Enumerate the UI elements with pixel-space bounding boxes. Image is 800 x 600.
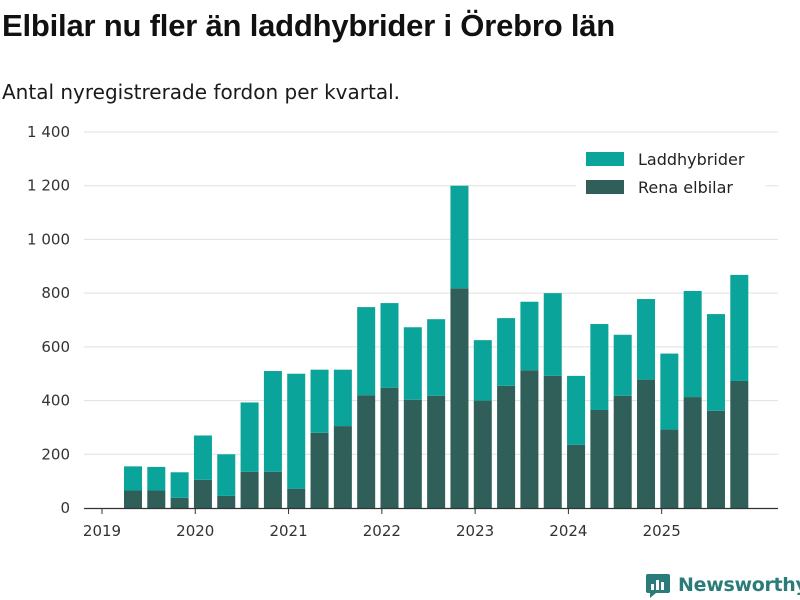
- chart-subtitle: Antal nyregistrerade fordon per kvartal.: [2, 80, 401, 104]
- bar-laddhybrider: [450, 185, 469, 289]
- bar-laddhybrider: [357, 307, 376, 396]
- bar-elbilar: [357, 395, 376, 508]
- bar-elbilar: [567, 444, 586, 508]
- bar-laddhybrider: [310, 369, 329, 433]
- bar-elbilar: [403, 399, 422, 508]
- bar-elbilar: [217, 495, 236, 508]
- bar-laddhybrider: [543, 293, 562, 376]
- x-tick-label: 2023: [456, 522, 494, 540]
- bar-laddhybrider: [427, 319, 446, 396]
- bar-elbilar: [590, 409, 609, 508]
- x-tick-label: 2019: [83, 522, 121, 540]
- y-tick-label: 1 000: [27, 230, 70, 248]
- legend-swatch: [586, 180, 624, 194]
- bar-elbilar: [427, 395, 446, 508]
- bar-elbilar: [543, 375, 562, 508]
- x-tick-label: 2024: [549, 522, 587, 540]
- bar-laddhybrider: [730, 274, 749, 381]
- bar-elbilar: [730, 380, 749, 508]
- bar-elbilar: [520, 370, 539, 508]
- bar-elbilar: [310, 432, 329, 508]
- x-tick-label: 2022: [363, 522, 401, 540]
- brand-name: Newsworthy: [678, 574, 800, 596]
- y-tick-label: 200: [41, 445, 70, 463]
- bar-laddhybrider: [403, 327, 422, 400]
- bars: [123, 185, 749, 508]
- bar-laddhybrider: [170, 472, 189, 498]
- bar-laddhybrider: [637, 299, 656, 380]
- bar-laddhybrider: [380, 303, 399, 388]
- newsworthy-logo-icon: [646, 574, 670, 598]
- y-tick-label: 800: [41, 284, 70, 302]
- brand-logo[interactable]: Newsworthy: [644, 570, 800, 600]
- bar-elbilar: [613, 395, 632, 508]
- bar-elbilar: [497, 385, 516, 508]
- bar-laddhybrider: [520, 301, 539, 371]
- legend-label: Laddhybrider: [638, 150, 745, 169]
- bar-laddhybrider: [590, 324, 609, 410]
- bar-laddhybrider: [497, 318, 516, 386]
- x-axis: 2019 2020 2021 2022 2023 2024 2025: [83, 507, 778, 540]
- bar-laddhybrider: [287, 373, 306, 489]
- bar-elbilar: [240, 471, 259, 508]
- bar-elbilar: [287, 488, 306, 508]
- bar-elbilar: [380, 387, 399, 508]
- bar-laddhybrider: [217, 454, 236, 496]
- x-tick-label: 2025: [643, 522, 681, 540]
- bar-elbilar: [170, 497, 189, 508]
- y-tick-label: 400: [41, 392, 70, 410]
- bar-elbilar: [450, 288, 469, 508]
- bar-laddhybrider: [567, 375, 586, 445]
- x-tick-label: 2021: [269, 522, 307, 540]
- bar-elbilar: [147, 490, 166, 508]
- y-axis-ticks: 0 200 400 600 800 1 000 1 200 1 400: [27, 123, 70, 517]
- bar-laddhybrider: [147, 466, 166, 491]
- bar-laddhybrider: [240, 402, 259, 472]
- bar-elbilar: [263, 471, 282, 508]
- bar-laddhybrider: [706, 314, 725, 411]
- bar-laddhybrider: [683, 290, 702, 398]
- bar-elbilar: [333, 426, 352, 508]
- bar-elbilar: [123, 490, 142, 508]
- legend-label: Rena elbilar: [638, 178, 733, 197]
- bar-elbilar: [706, 410, 725, 508]
- x-tick-label: 2020: [176, 522, 214, 540]
- bar-laddhybrider: [613, 334, 632, 396]
- legend: Laddhybrider Rena elbilar: [576, 144, 766, 204]
- bar-elbilar: [683, 397, 702, 508]
- y-tick-label: 1 200: [27, 177, 70, 195]
- chart-title: Elbilar nu fler än laddhybrider i Örebro…: [2, 8, 616, 43]
- bar-elbilar: [660, 429, 679, 508]
- bar-laddhybrider: [193, 435, 212, 480]
- bar-elbilar: [637, 379, 656, 508]
- bar-laddhybrider: [263, 371, 282, 472]
- bar-elbilar: [193, 479, 212, 508]
- bar-laddhybrider: [473, 340, 492, 401]
- y-tick-label: 600: [41, 338, 70, 356]
- bar-laddhybrider: [333, 369, 352, 427]
- y-tick-label: 0: [60, 499, 70, 517]
- bar-laddhybrider: [123, 466, 142, 491]
- bar-laddhybrider: [660, 353, 679, 430]
- legend-swatch: [586, 152, 624, 166]
- y-tick-label: 1 400: [27, 123, 70, 141]
- bar-elbilar: [473, 400, 492, 508]
